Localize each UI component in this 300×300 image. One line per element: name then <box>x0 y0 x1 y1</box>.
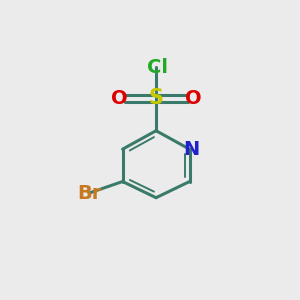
Text: O: O <box>111 89 128 108</box>
Text: S: S <box>148 88 164 108</box>
Text: O: O <box>185 89 201 108</box>
Text: Br: Br <box>77 184 101 202</box>
Text: Cl: Cl <box>147 58 168 77</box>
Text: N: N <box>184 140 200 159</box>
